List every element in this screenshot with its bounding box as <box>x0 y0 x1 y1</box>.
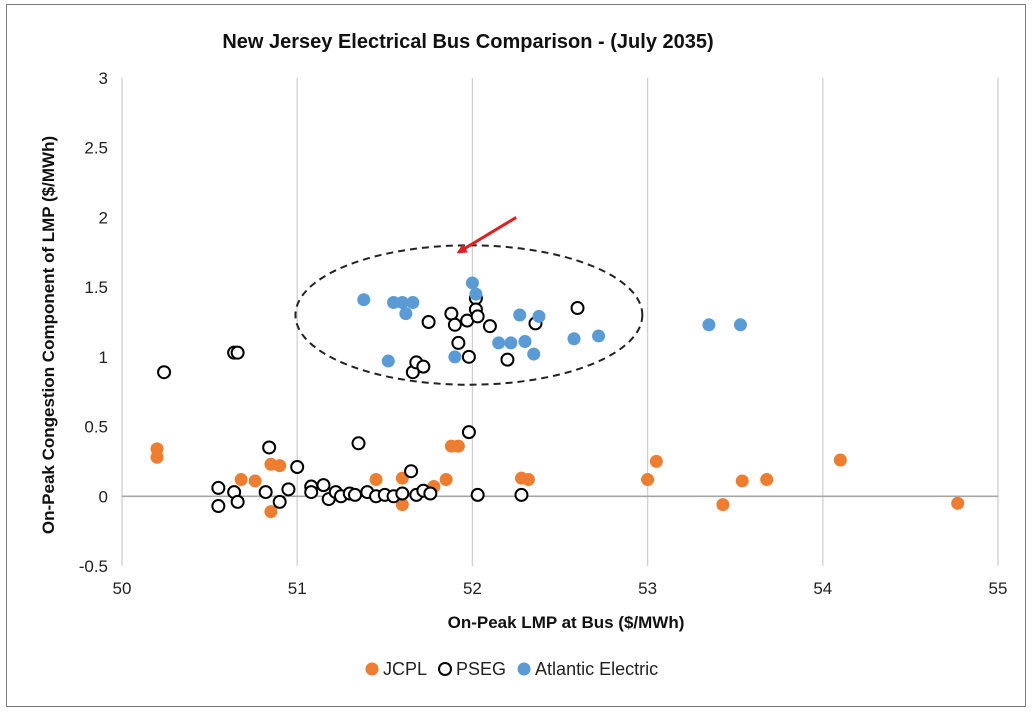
y-tick-label: 3 <box>99 69 108 88</box>
point-jcpl <box>951 496 965 510</box>
legend: JCPL PSEG Atlantic Electric <box>365 659 658 679</box>
legend-label: Atlantic Electric <box>535 659 658 679</box>
point-jcpl <box>264 505 278 519</box>
y-tick-label: 2.5 <box>84 139 108 158</box>
point-pseg <box>461 349 476 364</box>
point-atlantic-electric <box>357 293 371 307</box>
point-atlantic-electric <box>504 336 518 350</box>
point-pseg <box>451 335 466 350</box>
point-pseg <box>211 480 226 495</box>
point-pseg <box>423 486 438 501</box>
point-pseg <box>421 315 436 329</box>
point-atlantic-electric <box>567 332 581 346</box>
point-pseg <box>281 482 296 497</box>
x-tick-label: 54 <box>813 579 832 598</box>
point-jcpl <box>451 439 465 453</box>
point-jcpl <box>833 453 847 467</box>
point-pseg <box>482 319 497 334</box>
point-atlantic-electric <box>395 295 409 309</box>
point-jcpl <box>439 473 453 487</box>
point-atlantic-electric <box>518 335 532 349</box>
legend-marker <box>365 662 379 676</box>
point-pseg <box>514 487 529 502</box>
y-tick-label: 0.5 <box>84 418 108 437</box>
point-jcpl <box>649 454 663 468</box>
y-tick-label: 2 <box>99 208 108 227</box>
point-pseg <box>157 365 172 380</box>
x-tick-label: 55 <box>989 579 1008 598</box>
grid-lines <box>121 78 999 566</box>
point-pseg <box>500 352 515 367</box>
point-atlantic-electric <box>448 350 462 364</box>
point-pseg <box>272 494 287 509</box>
chart-title: New Jersey Electrical Bus Comparison - (… <box>222 31 713 53</box>
legend-marker <box>517 662 531 676</box>
point-atlantic-electric <box>381 354 395 368</box>
point-pseg <box>470 487 485 502</box>
axes: 50 51 52 53 54 55 -0.5 0 0.5 1 1.5 2 2.5 3 <box>79 69 1008 598</box>
point-jcpl <box>369 473 383 487</box>
point-atlantic-electric <box>532 309 546 323</box>
point-pseg <box>316 478 331 493</box>
point-atlantic-electric <box>733 318 747 332</box>
point-pseg <box>395 486 410 501</box>
point-pseg <box>230 494 245 509</box>
point-pseg <box>348 487 363 502</box>
point-pseg <box>230 345 245 360</box>
point-jcpl <box>716 498 730 512</box>
point-pseg <box>304 485 319 500</box>
point-jcpl <box>760 473 774 487</box>
x-tick-label: 50 <box>113 579 132 598</box>
legend-label: PSEG <box>456 659 506 679</box>
point-pseg <box>351 436 366 451</box>
point-atlantic-electric <box>399 307 413 321</box>
legend-marker <box>438 662 453 676</box>
data-points <box>150 276 965 519</box>
point-jcpl <box>248 474 262 488</box>
point-pseg <box>211 499 226 514</box>
y-tick-label: -0.5 <box>79 557 108 576</box>
point-jcpl <box>395 498 409 512</box>
point-jcpl <box>150 450 164 464</box>
point-jcpl <box>735 474 749 488</box>
highlight-ellipse <box>294 244 644 386</box>
point-atlantic-electric <box>469 287 483 301</box>
y-axis-label: On-Peak Congestion Component of LMP ($/M… <box>39 136 58 534</box>
point-atlantic-electric <box>702 318 716 332</box>
point-pseg <box>570 301 585 316</box>
x-axis-label: On-Peak LMP at Bus ($/MWh) <box>448 613 685 632</box>
point-atlantic-electric <box>592 329 606 343</box>
y-tick-label: 0 <box>99 487 108 506</box>
red-arrow <box>456 216 517 254</box>
point-atlantic-electric <box>406 295 420 309</box>
point-jcpl <box>521 473 535 487</box>
point-jcpl <box>273 459 287 473</box>
point-atlantic-electric <box>513 308 527 322</box>
point-pseg <box>262 440 277 455</box>
x-tick-label: 51 <box>288 579 307 598</box>
point-atlantic-electric <box>527 347 541 361</box>
chart-frame <box>6 4 1026 707</box>
point-atlantic-electric <box>492 336 506 350</box>
point-pseg <box>290 460 305 475</box>
legend-label: JCPL <box>383 659 427 679</box>
point-pseg <box>470 309 485 324</box>
x-tick-label: 53 <box>638 579 657 598</box>
annotations <box>294 216 644 386</box>
y-tick-label: 1.5 <box>84 278 108 297</box>
point-pseg <box>461 425 476 440</box>
point-atlantic-electric <box>465 276 479 290</box>
y-tick-label: 1 <box>99 348 108 367</box>
point-pseg <box>404 464 419 479</box>
x-tick-label: 52 <box>463 579 482 598</box>
point-pseg <box>447 317 462 332</box>
point-jcpl <box>641 473 655 487</box>
point-jcpl <box>234 473 248 487</box>
point-pseg <box>258 485 273 500</box>
point-pseg <box>416 359 431 374</box>
